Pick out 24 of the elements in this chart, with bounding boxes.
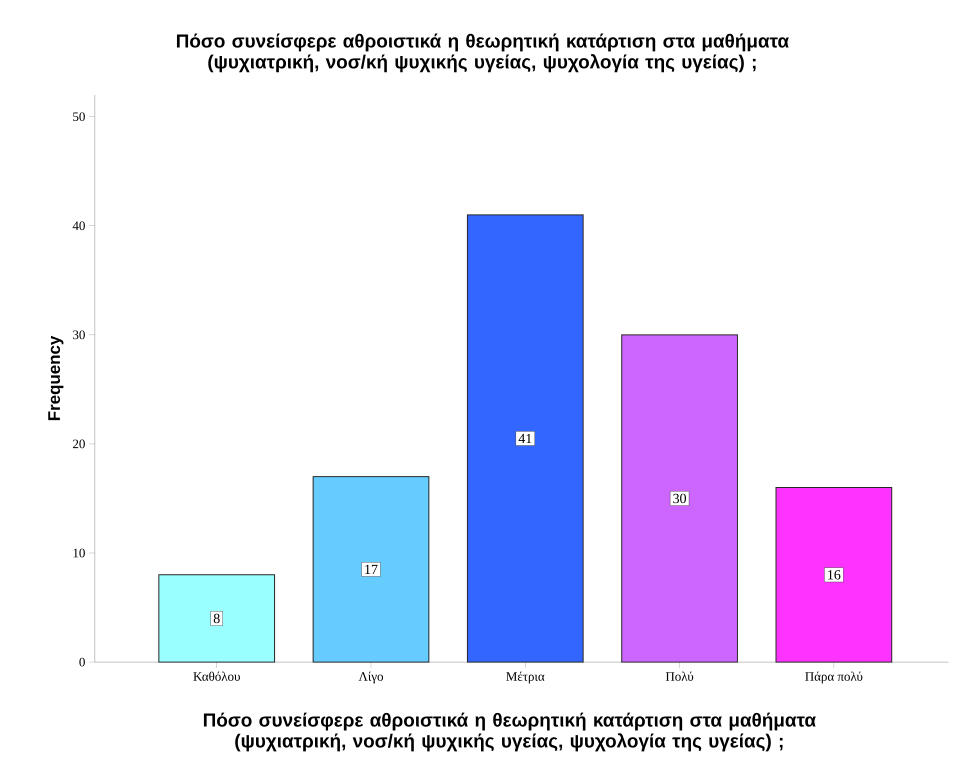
y-tick-label: 40 [72, 221, 85, 230]
data-label: 17 [365, 564, 378, 574]
y-tick-label: 50 [73, 112, 85, 122]
data-label: 8 [214, 614, 220, 624]
x-tick-label: Πάρα πολύ [805, 672, 862, 684]
y-tick-label: 30 [73, 330, 85, 340]
bar [621, 334, 738, 663]
y-tick-label: 0 [79, 658, 85, 666]
y-tick-label: 20 [72, 440, 85, 448]
bar [158, 574, 276, 663]
data-label: 41 [518, 434, 532, 444]
data-label: 30 [673, 494, 686, 504]
x-axis-title: Πόσο συνείσφερε αθροιστικά η θεωρητική κατάρτιση στα μαθήματα (ψυχιατρική, νοσ/κή ψυχικής υγείας, ψυχολογία της υγείας) ; [204, 712, 816, 752]
y-axis-title: Frequency [48, 336, 64, 420]
chart-title: Πόσο συνείσφερε αθροιστικά η θεωρητική κατάρτιση στα μαθήματα (ψυχιατρική, νοσ/κή ψυχικής υγείας, ψυχολογία της υγείας) ; [176, 34, 789, 72]
bar [466, 214, 584, 663]
x-tick-label: Μέτρια [506, 672, 544, 684]
bar [312, 476, 430, 663]
data-label: 16 [828, 570, 840, 580]
x-tick-label: Λίγο [358, 672, 384, 684]
bar [776, 487, 892, 663]
x-tick-label: Πολύ [666, 672, 694, 681]
x-tick-label: Καθόλου [193, 672, 240, 681]
y-tick-label: 10 [74, 548, 85, 558]
